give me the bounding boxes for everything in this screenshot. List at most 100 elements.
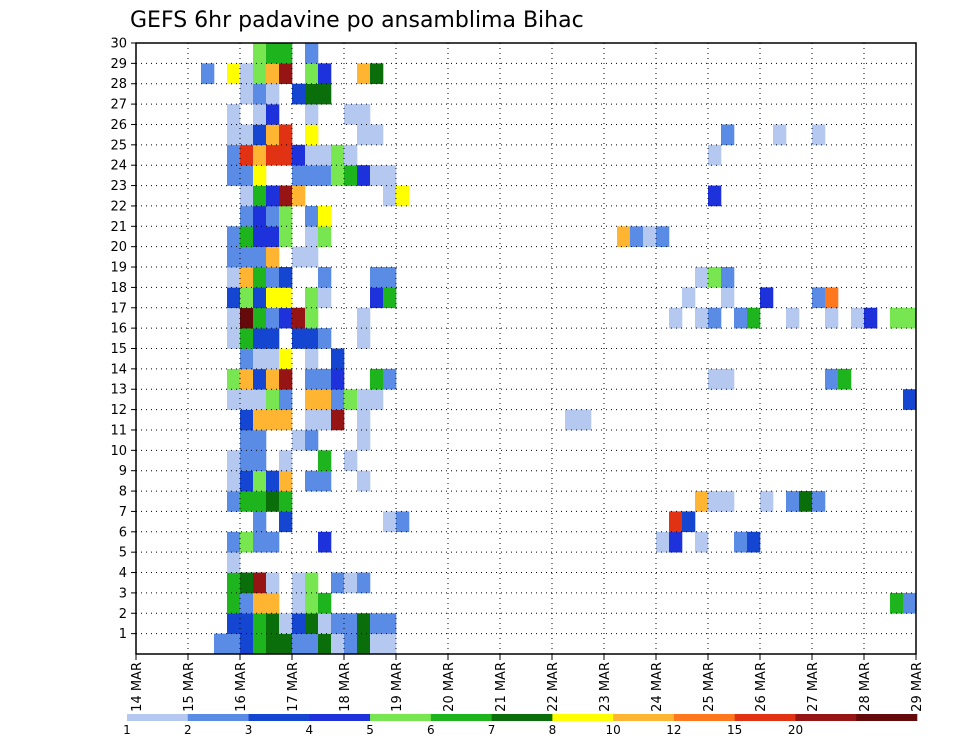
heat-cell	[721, 267, 735, 288]
heat-cell	[292, 328, 306, 349]
heat-cell	[279, 348, 293, 370]
heat-cell	[279, 267, 293, 288]
heat-cell	[305, 613, 319, 634]
legend-swatch	[248, 714, 310, 721]
heat-cell	[747, 531, 761, 553]
heat-cell	[292, 572, 306, 594]
heat-cell	[370, 389, 384, 410]
heat-cell	[227, 552, 241, 573]
heat-cell	[318, 592, 332, 614]
heat-cell	[305, 287, 319, 309]
heat-cell	[253, 572, 267, 594]
legend-label: 5	[366, 723, 374, 737]
heat-cell	[279, 633, 293, 655]
heat-cell	[279, 185, 293, 207]
heat-cell	[773, 124, 787, 146]
heat-cell	[253, 205, 267, 227]
y-tick-label: 3	[119, 586, 127, 601]
y-tick-label: 11	[110, 423, 127, 438]
heat-cell	[331, 633, 345, 655]
y-tick-label: 29	[110, 57, 127, 72]
heat-cell	[279, 409, 293, 431]
heat-cell	[357, 409, 371, 431]
heat-cell	[253, 409, 267, 431]
heat-cell	[253, 531, 267, 553]
legend-swatch	[491, 714, 553, 721]
heat-cell	[305, 226, 319, 247]
heat-cell	[318, 63, 332, 85]
heat-cell	[721, 491, 735, 512]
y-tick-label: 2	[119, 607, 127, 622]
heat-cell	[253, 307, 267, 329]
heat-cell	[318, 531, 332, 553]
x-tick-label: 26 MAR	[754, 662, 769, 712]
heat-cell	[253, 368, 267, 390]
heat-cell	[292, 613, 306, 634]
heat-cell	[734, 307, 748, 329]
heat-cell	[253, 104, 267, 125]
heat-cell	[825, 368, 839, 390]
heat-cell	[682, 287, 696, 309]
heat-cell	[253, 267, 267, 288]
y-tick-label: 30	[110, 37, 127, 52]
heat-cell	[838, 368, 852, 390]
heat-cell	[227, 613, 241, 634]
x-tick-label: 22 MAR	[546, 662, 561, 712]
heat-cell	[669, 307, 683, 329]
heat-cell	[305, 63, 319, 85]
heat-cell	[266, 307, 280, 329]
x-axis-ticks: 14 MAR 15 MAR 16 MAR 17 MAR 18 MAR 19 MAR 20 M…	[130, 654, 925, 712]
heat-cell	[305, 348, 319, 370]
heat-cell	[357, 328, 371, 349]
y-tick-label: 27	[110, 98, 127, 113]
heat-cell	[240, 83, 254, 105]
legend-swatch	[187, 714, 249, 721]
heat-cell	[383, 511, 397, 533]
heat-cell	[227, 307, 241, 329]
legend-label: 2	[184, 723, 192, 737]
heat-cell	[279, 491, 293, 512]
heat-cell	[266, 491, 280, 512]
heat-cell	[734, 531, 748, 553]
heat-cell	[383, 613, 397, 634]
heat-cell	[682, 511, 696, 533]
heat-cell	[253, 470, 267, 492]
heat-cell	[344, 633, 358, 655]
y-tick-label: 18	[110, 281, 127, 296]
y-tick-label: 4	[119, 566, 127, 581]
heat-cell	[240, 531, 254, 553]
heat-cell	[318, 389, 332, 410]
heat-cell	[279, 43, 293, 64]
heat-cell	[318, 450, 332, 471]
heat-cell	[240, 470, 254, 492]
heat-cell	[357, 104, 371, 125]
heat-cell	[370, 165, 384, 186]
heat-cell	[253, 389, 267, 410]
x-tick-label: 15 MAR	[182, 662, 197, 712]
heat-cell	[227, 246, 241, 268]
y-tick-label: 17	[110, 301, 127, 316]
heat-cell	[279, 470, 293, 492]
legend-swatch	[430, 714, 492, 721]
heat-cell	[253, 287, 267, 309]
heat-cell	[227, 450, 241, 471]
heat-cell	[708, 267, 722, 288]
heat-cell	[266, 613, 280, 634]
legend-swatch	[613, 714, 675, 721]
heat-cell	[266, 104, 280, 125]
legend-label: 4	[305, 723, 313, 737]
heat-cell	[227, 592, 241, 614]
heat-cell	[266, 633, 280, 655]
heat-cell	[266, 43, 280, 64]
heat-cell	[253, 144, 267, 166]
x-tick-label: 27 MAR	[806, 662, 821, 712]
heat-cell	[812, 287, 826, 309]
heat-cell	[708, 491, 722, 512]
heat-cell	[708, 144, 722, 166]
heat-cell	[370, 368, 384, 390]
heat-cell	[292, 429, 306, 451]
heat-cell	[253, 633, 267, 655]
heat-cell	[266, 572, 280, 594]
heat-cell	[240, 307, 254, 329]
heatmap-cells	[201, 43, 917, 655]
